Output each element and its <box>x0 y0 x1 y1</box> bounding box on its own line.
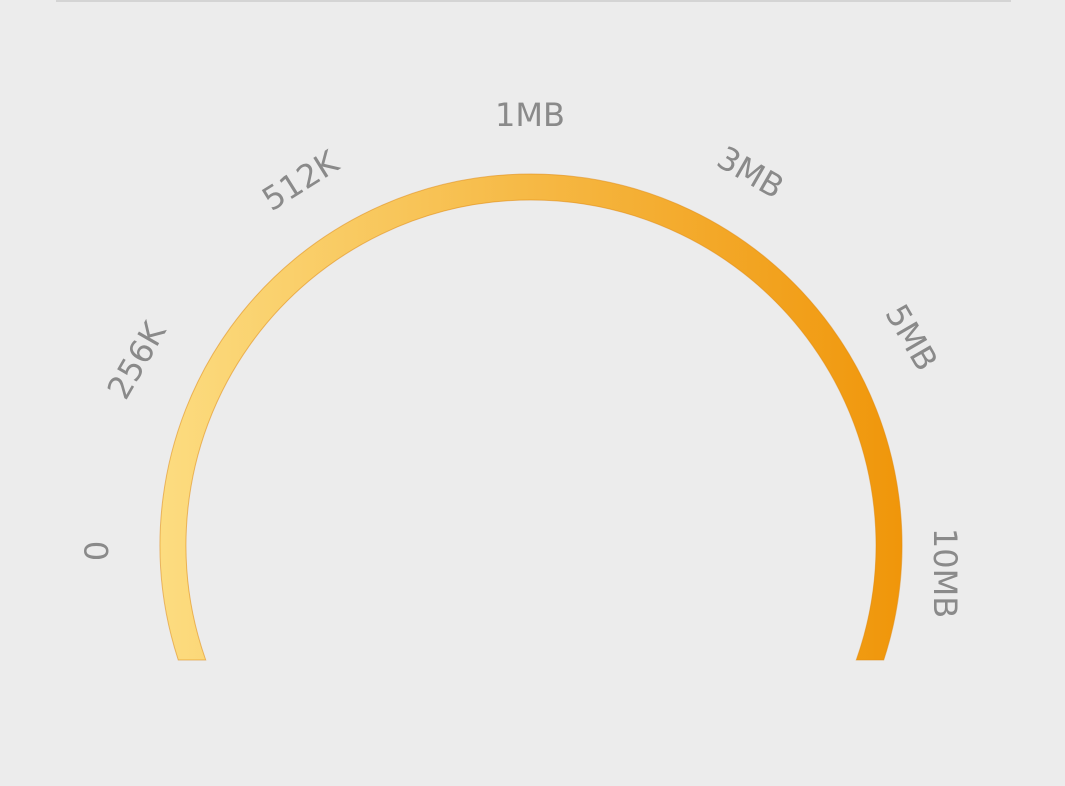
tick-label-256k: 256K <box>100 315 174 406</box>
tick-label-5mb: 5MB <box>878 298 946 378</box>
tick-label-512k: 512K <box>255 142 346 218</box>
gauge-arc <box>159 173 903 661</box>
tick-label-3mb: 3MB <box>711 139 791 207</box>
tick-label-10mb: 10MB <box>926 528 964 618</box>
top-divider <box>56 0 1011 2</box>
tick-label-0: 0 <box>78 541 116 561</box>
tick-label-1mb: 1MB <box>495 96 565 134</box>
